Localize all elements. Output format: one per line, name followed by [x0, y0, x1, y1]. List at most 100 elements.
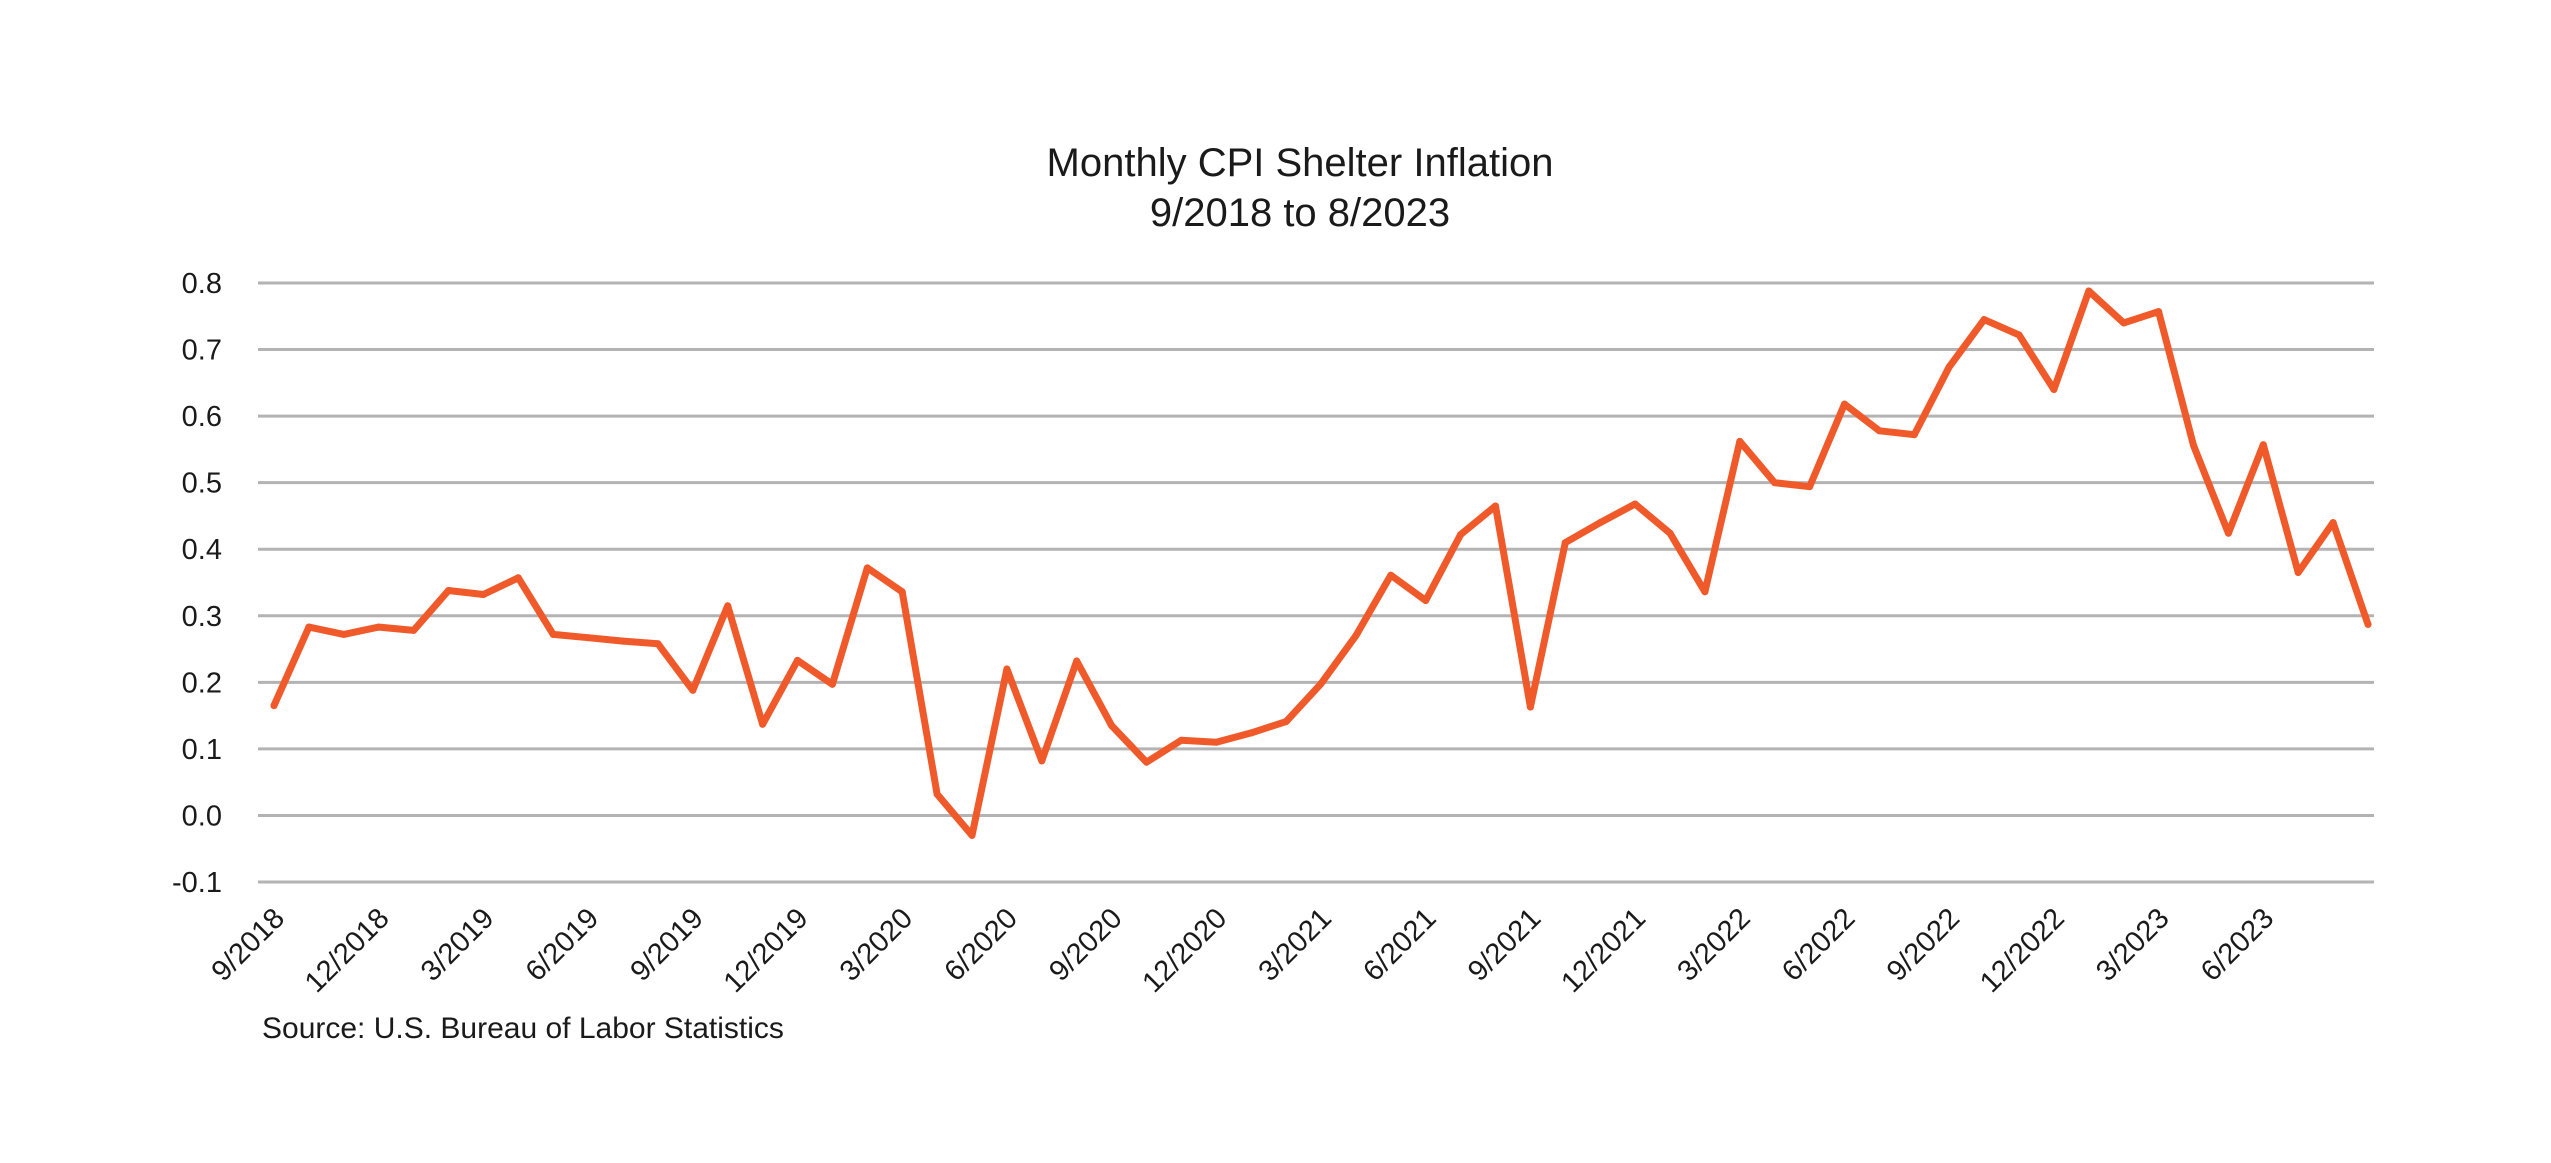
x-tick-label: 6/2022	[1776, 902, 1861, 987]
data-point	[1212, 738, 1220, 746]
x-tick-label: 3/2020	[834, 902, 919, 987]
data-point	[759, 720, 767, 728]
source-note: Source: U.S. Bureau of Labor Statistics	[262, 1012, 784, 1045]
data-point	[689, 686, 697, 694]
data-point	[1736, 437, 1744, 445]
data-point	[514, 574, 522, 582]
y-tick-label: 0.0	[182, 800, 222, 832]
x-tick-label: 3/2021	[1253, 902, 1338, 987]
data-point	[2050, 386, 2058, 393]
data-point	[1457, 531, 1465, 539]
data-point	[1108, 722, 1116, 730]
x-tick-label: 12/2022	[1974, 902, 2071, 999]
data-point	[1282, 718, 1290, 726]
data-point	[1701, 588, 1709, 596]
data-point	[1003, 665, 1011, 673]
x-tick-label: 12/2021	[1555, 902, 1652, 999]
data-point	[2259, 441, 2267, 449]
data-point	[2329, 519, 2337, 527]
data-point	[1073, 657, 1081, 665]
y-tick-label: 0.6	[182, 401, 222, 433]
x-tick-label: 6/2020	[938, 902, 1023, 987]
data-point	[549, 630, 557, 638]
data-point	[1422, 597, 1430, 604]
data-point	[968, 831, 976, 839]
data-point	[1038, 757, 1046, 765]
data-point	[1177, 736, 1185, 744]
data-point	[2015, 331, 2023, 339]
data-point	[654, 640, 662, 648]
x-axis-ticks: 9/2018 12/2018 3/2019 6/2019 9/2019 12/2019 3/…	[206, 902, 2281, 999]
data-point	[1352, 632, 1360, 640]
data-point	[2294, 569, 2302, 576]
data-point	[2224, 529, 2232, 537]
x-tick-label: 9/2020	[1043, 902, 1128, 987]
data-point	[2364, 620, 2372, 628]
data-point	[270, 702, 278, 710]
y-tick-label: 0.7	[182, 335, 222, 367]
data-point	[445, 587, 452, 594]
data-point	[1806, 483, 1814, 491]
data-point	[863, 564, 871, 572]
data-point	[1526, 703, 1534, 711]
y-tick-label: 0.1	[182, 734, 222, 766]
x-tick-label: 9/2019	[624, 902, 709, 987]
data-point	[1317, 680, 1325, 688]
data-point	[933, 790, 941, 798]
x-tick-label: 9/2018	[206, 902, 291, 987]
data-point	[305, 623, 313, 631]
data-point	[375, 623, 383, 631]
y-axis-ticks: 0.8 0.7 0.6 0.5 0.4 0.3 0.2 0.1 0.0 -0.1	[172, 268, 222, 899]
chart-subtitle: 9/2018 to 8/2023	[1150, 191, 1450, 235]
data-point	[828, 680, 836, 688]
data-point	[1875, 427, 1883, 435]
x-tick-label: 12/2020	[1136, 902, 1233, 999]
data-point	[898, 588, 906, 596]
x-tick-label: 3/2019	[415, 902, 500, 987]
data-point	[1247, 729, 1255, 737]
data-point	[2085, 287, 2093, 295]
data-point	[1561, 539, 1569, 547]
y-tick-label: 0.4	[182, 534, 222, 566]
data-point	[1631, 500, 1639, 508]
data-point	[1143, 758, 1150, 766]
data-point	[2120, 319, 2128, 327]
y-tick-label: 0.8	[182, 268, 222, 300]
data-point	[584, 634, 592, 642]
x-tick-label: 12/2018	[299, 902, 396, 999]
data-point	[1910, 431, 1918, 439]
x-tick-label: 12/2019	[718, 902, 815, 999]
data-point	[1771, 479, 1779, 487]
series-line	[270, 287, 2372, 839]
gridlines	[258, 281, 2374, 884]
data-point	[1596, 519, 1604, 527]
x-tick-label: 6/2023	[2195, 902, 2280, 987]
data-point	[340, 630, 348, 638]
data-point	[1945, 363, 1953, 371]
data-point	[1666, 529, 1674, 537]
data-point	[410, 626, 418, 634]
data-point	[1492, 502, 1499, 510]
data-point	[724, 602, 732, 610]
x-tick-label: 3/2022	[1671, 902, 1756, 987]
y-tick-label: 0.3	[182, 601, 222, 633]
data-point	[794, 656, 801, 664]
x-tick-label: 3/2023	[2090, 902, 2175, 987]
x-tick-label: 9/2022	[1881, 902, 1966, 987]
data-point	[1387, 571, 1395, 579]
data-point	[479, 591, 487, 598]
data-point	[1980, 316, 1988, 324]
x-tick-label: 9/2021	[1462, 902, 1547, 987]
data-point	[619, 637, 627, 645]
chart-title: Monthly CPI Shelter Inflation	[1047, 141, 1554, 185]
x-tick-label: 6/2019	[520, 902, 605, 987]
y-tick-label: 0.5	[182, 468, 222, 500]
series-layer	[270, 287, 2372, 839]
data-point	[2155, 308, 2163, 316]
data-point	[2190, 441, 2197, 449]
x-tick-label: 6/2021	[1357, 902, 1442, 987]
data-point	[1841, 400, 1848, 408]
y-tick-label: -0.1	[172, 867, 222, 899]
